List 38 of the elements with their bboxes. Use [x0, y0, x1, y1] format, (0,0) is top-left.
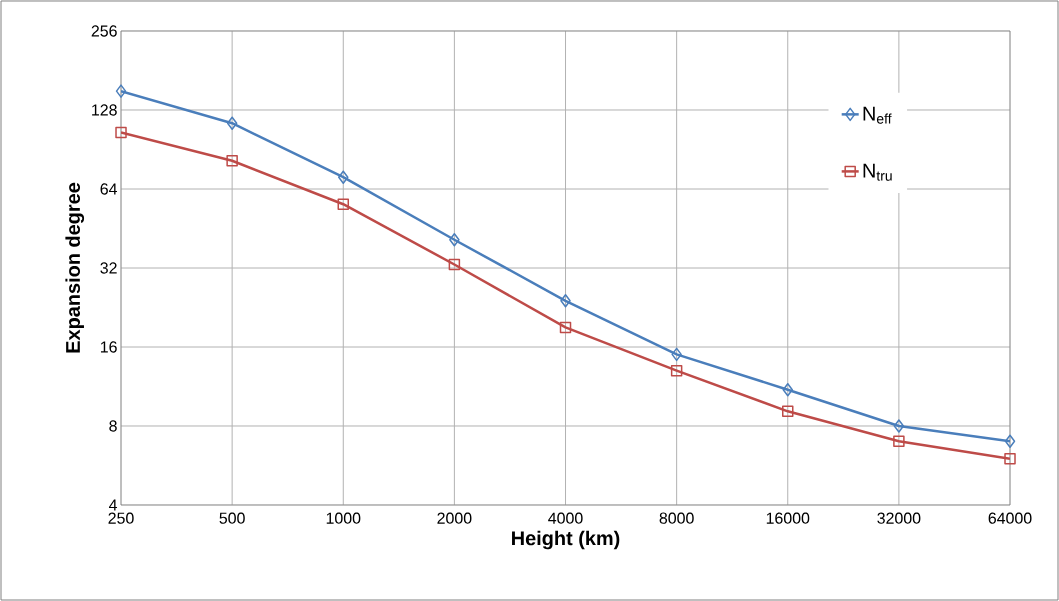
point	[115, 126, 127, 139]
x-axis-title: Height (km)	[512, 530, 620, 550]
y-axis-title: Expansion degree	[65, 182, 85, 353]
point	[337, 198, 350, 210]
point	[670, 364, 683, 377]
x-tick-label: 250	[108, 512, 134, 524]
x-tick-label: 64000	[988, 512, 1032, 524]
x-tick-label: 1000	[326, 512, 361, 524]
y-tick-label: 8	[109, 420, 117, 432]
point	[782, 382, 794, 397]
point	[448, 258, 461, 271]
y-tick-label: 4	[108, 499, 118, 511]
point	[1004, 453, 1016, 465]
point	[449, 233, 460, 247]
point	[226, 116, 238, 130]
point	[559, 321, 572, 334]
point	[338, 170, 349, 184]
x-tick-label: 2000	[437, 512, 472, 524]
point	[671, 347, 682, 362]
legend-label: N$_{tru}$	[863, 163, 892, 181]
point	[560, 294, 571, 308]
y-tick-label: 64	[100, 183, 118, 195]
x-tick-label: 4000	[548, 512, 583, 524]
legend-label: N$_{eff}$	[863, 106, 892, 124]
y-tick-label: 256	[91, 25, 117, 37]
x-tick-label: 32000	[877, 512, 921, 524]
point	[115, 84, 127, 98]
y-tick-label: 128	[92, 104, 117, 116]
point	[226, 155, 238, 167]
point	[893, 435, 905, 447]
y-tick-label: 16	[100, 341, 117, 353]
point	[893, 419, 905, 433]
point	[782, 405, 794, 418]
x-tick-label: 500	[219, 512, 245, 524]
x-tick-label: 8000	[659, 512, 694, 524]
y-tick-label: 32	[100, 262, 117, 274]
point	[1004, 434, 1016, 448]
x-tick-label: 16000	[766, 512, 810, 524]
